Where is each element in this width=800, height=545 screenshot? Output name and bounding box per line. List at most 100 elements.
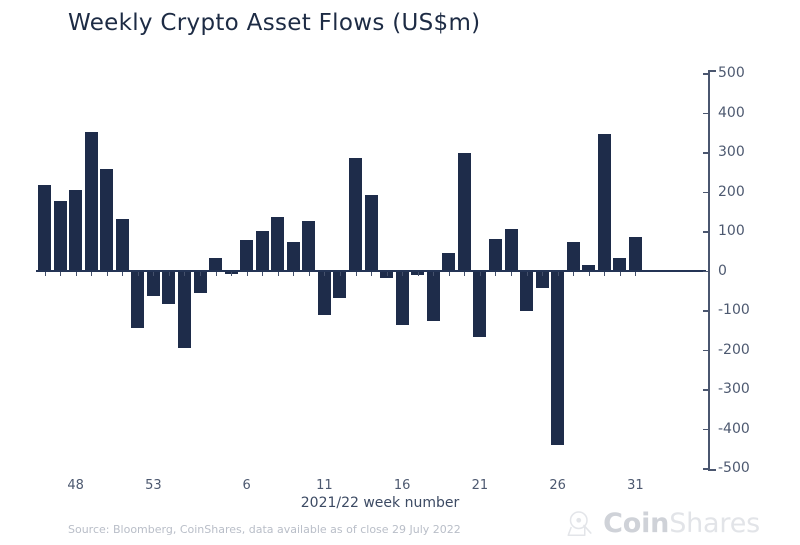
bar (457, 153, 471, 270)
x-axis-tick (635, 270, 637, 276)
x-axis-tick (153, 270, 155, 276)
bar (240, 240, 254, 270)
y-axis-tick (703, 231, 710, 233)
y-axis-tick-label: 500 (718, 65, 745, 81)
bar (146, 270, 160, 296)
x-axis-tick-label: 21 (471, 478, 489, 493)
x-axis-tick (371, 270, 373, 276)
y-axis-tick (703, 349, 710, 351)
bar (442, 253, 456, 270)
x-axis-tick (542, 270, 544, 276)
bar (504, 229, 518, 270)
x-axis-tick (91, 270, 93, 276)
x-axis-tick (168, 270, 170, 276)
x-axis-tick (308, 270, 310, 276)
x-axis-tick (557, 270, 559, 276)
x-axis-tick (448, 270, 450, 276)
x-axis-tick (339, 270, 341, 276)
y-axis-tick-label: 300 (718, 144, 745, 160)
page-title: Weekly Crypto Asset Flows (US$m) (68, 10, 481, 36)
y-axis-tick-label: -100 (718, 302, 750, 318)
bar (535, 270, 549, 288)
x-axis-tick (184, 270, 186, 276)
x-axis-tick (355, 270, 357, 276)
x-axis-tick (246, 270, 248, 276)
bar (53, 200, 67, 270)
y-axis-tick (703, 112, 710, 114)
y-axis-tick-label: 0 (718, 262, 727, 279)
y-axis-tick-label: -400 (718, 420, 750, 437)
y-axis-tick (703, 468, 710, 470)
bar-series (36, 73, 706, 468)
x-axis-tick-label: 6 (242, 478, 251, 493)
bar (333, 270, 347, 298)
brand-coin: Coin (603, 508, 670, 539)
y-axis-tick (703, 270, 710, 272)
bar (628, 237, 642, 270)
y-axis-tick (703, 310, 710, 312)
x-axis-tick (604, 270, 606, 276)
x-axis-tick (619, 270, 621, 276)
x-axis-tick (60, 270, 62, 276)
bar (473, 270, 487, 338)
x-axis-tick (75, 270, 77, 276)
source-note: Source: Bloomberg, CoinShares, data avai… (68, 523, 461, 536)
x-axis-tick (573, 270, 575, 276)
x-axis-tick-label: 11 (316, 478, 333, 493)
x-axis-tick-label: 26 (549, 478, 566, 493)
x-axis-tick (137, 270, 139, 276)
x-axis-tick-label: 16 (393, 478, 411, 493)
y-axis-tick (703, 152, 710, 154)
y-axis-tick (703, 191, 710, 193)
bar (349, 157, 362, 270)
bar (131, 270, 145, 329)
bar (566, 241, 580, 270)
y-axis-tick-label: -500 (718, 460, 750, 476)
y-axis-tick-label: 400 (718, 104, 745, 121)
bar (100, 169, 114, 270)
coinshares-logo: CoinShares (566, 508, 760, 539)
x-axis-tick (277, 270, 279, 276)
x-axis-tick (526, 270, 528, 276)
x-axis-tick (106, 270, 108, 276)
x-axis-tick (215, 270, 217, 276)
x-axis-tick (324, 270, 326, 276)
y-axis-tick (703, 428, 710, 430)
brand-shares: Shares (669, 508, 760, 539)
x-axis-tick (495, 270, 497, 276)
bar (271, 217, 285, 270)
x-axis-tick (231, 270, 233, 276)
bar (426, 270, 440, 321)
brand-wordmark: CoinShares (603, 508, 760, 539)
bar (395, 270, 409, 325)
zero-baseline (36, 270, 706, 272)
x-axis-tick-label: 31 (627, 478, 644, 493)
bar (520, 270, 534, 312)
bar (84, 132, 98, 270)
x-axis-tick (293, 270, 295, 276)
x-axis-tick (44, 270, 46, 276)
x-axis-tick (200, 270, 201, 276)
bar (38, 185, 51, 270)
bar (69, 190, 83, 270)
x-axis-tick (402, 270, 404, 276)
bar (302, 220, 316, 270)
x-axis-tick (433, 270, 435, 276)
coinshares-logo-icon (567, 510, 592, 536)
bar (551, 270, 565, 445)
x-axis-title: 2021/22 week number (300, 495, 460, 511)
x-axis-tick-label: 53 (145, 478, 162, 493)
bar (317, 270, 331, 316)
x-axis-tick-label: 48 (67, 478, 84, 493)
x-axis-tick (262, 270, 264, 276)
bar (162, 270, 176, 304)
x-axis-tick (588, 270, 590, 276)
bar (364, 194, 378, 270)
bar (255, 230, 269, 270)
bar (177, 270, 191, 349)
x-axis-tick (417, 270, 419, 276)
y-axis-tick (703, 389, 710, 391)
x-axis-tick (122, 270, 124, 276)
y-axis-cap-top (708, 70, 716, 72)
